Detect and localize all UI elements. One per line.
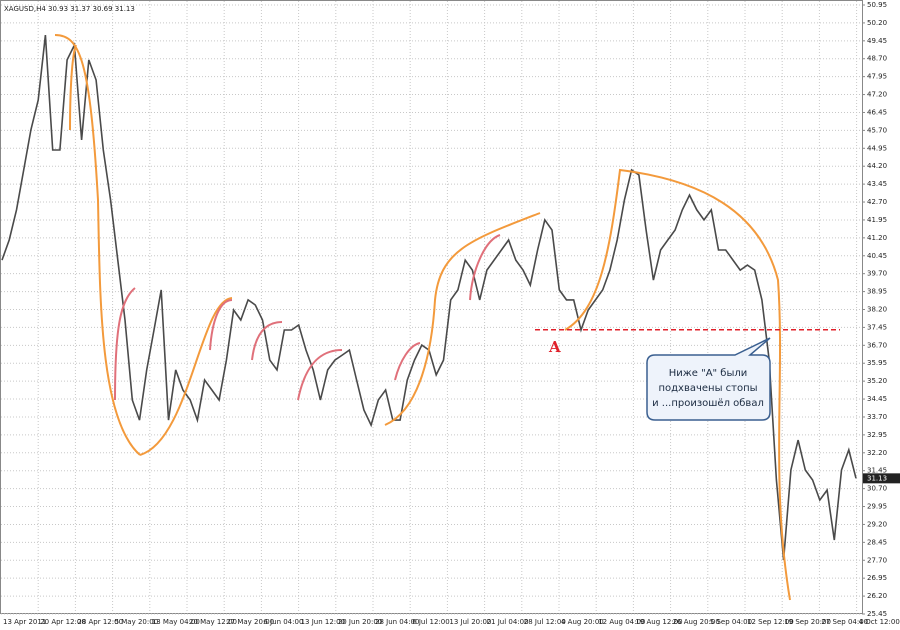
y-tick-label: 32.95 — [867, 431, 887, 439]
x-tick-label: 21 Jul 04:00 — [487, 618, 529, 626]
x-tick-label: 20 May 12:00 — [189, 618, 237, 626]
y-tick-label: 35.95 — [867, 359, 887, 367]
small-arrows — [114, 234, 501, 401]
arrow — [69, 44, 77, 131]
y-tick-label: 29.95 — [867, 503, 887, 511]
price-tag-label: 31.13 — [867, 474, 887, 482]
x-tick-label: 13 Apr 2011 — [3, 618, 46, 626]
arrow — [139, 297, 233, 456]
y-tick-label: 44.20 — [867, 162, 887, 170]
y-tick-label: 41.95 — [867, 216, 887, 224]
x-tick-label: 4 Aug 20:00 — [561, 618, 604, 626]
x-tick-label: 20 Jun 20:00 — [338, 618, 382, 626]
y-tick-label: 41.20 — [867, 234, 887, 242]
callout-box — [646, 337, 771, 421]
chart-title: XAGUSD,H4 30.93 31.37 30.69 31.13 — [4, 5, 135, 13]
trend-arrows — [54, 34, 791, 601]
arrow — [114, 287, 136, 401]
y-tick-label: 27.70 — [867, 556, 887, 564]
y-tick-label: 38.95 — [867, 288, 887, 296]
x-tick-label: 6 Jul 12:00 — [412, 618, 450, 626]
callout-text: Ниже "A" были — [669, 368, 748, 379]
y-tick-label: 45.70 — [867, 126, 887, 134]
x-tick-label: 28 Jul 12:00 — [524, 618, 566, 626]
y-tick-label: 30.70 — [867, 485, 887, 493]
y-tick-label: 40.45 — [867, 252, 887, 260]
y-tick-label: 44.95 — [867, 144, 887, 152]
x-tick-label: 13 Jun 12:00 — [301, 618, 345, 626]
y-tick-label: 50.95 — [867, 1, 887, 9]
arrow — [394, 342, 421, 381]
y-tick-label: 34.45 — [867, 395, 887, 403]
y-tick-label: 43.45 — [867, 180, 887, 188]
x-tick-label: 28 Jun 04:00 — [375, 618, 419, 626]
y-tick-label: 36.70 — [867, 341, 887, 349]
y-tick-label: 37.45 — [867, 323, 887, 331]
y-tick-label: 29.20 — [867, 520, 887, 528]
x-tick-label: 19 Sep 20:00 — [784, 618, 831, 626]
x-tick-label: 13 Jul 20:00 — [449, 618, 491, 626]
y-tick-label: 25.45 — [867, 610, 887, 618]
y-tick-label: 32.20 — [867, 449, 887, 457]
x-tick-label: 27 Sep 04:00 — [821, 618, 868, 626]
arrow — [209, 299, 233, 351]
arrow — [564, 168, 791, 601]
x-tick-label: 27 May 20:00 — [226, 618, 274, 626]
x-tick-label: 20 Apr 12:00 — [40, 618, 86, 626]
y-tick-label: 49.45 — [867, 37, 887, 45]
x-tick-label: 26 Aug 20:00 — [673, 618, 720, 626]
price-tag — [863, 473, 900, 484]
grid — [1, 1, 862, 615]
y-tick-label: 31.45 — [867, 467, 887, 475]
x-tick-label: 5 Sep 04:00 — [710, 618, 752, 626]
y-tick-label: 47.95 — [867, 73, 887, 81]
arrow — [297, 349, 343, 401]
plot-frame — [0, 0, 863, 614]
callout-text: подхвачены стопы — [658, 383, 757, 394]
y-tick-label: 26.95 — [867, 574, 887, 582]
callout: Ниже "A" были подхвачены стопы и ...произо… — [646, 337, 771, 421]
level-label: A — [548, 338, 561, 356]
y-tick-label: 28.45 — [867, 538, 887, 546]
x-tick-label: 6 Jun 04:00 — [263, 618, 303, 626]
y-tick-label: 35.20 — [867, 377, 887, 385]
y-tick-label: 38.20 — [867, 306, 887, 314]
x-tick-label: 12 Aug 04:00 — [598, 618, 645, 626]
y-tick-label: 48.70 — [867, 55, 887, 63]
x-tick-label: 5 May 20:00 — [115, 618, 159, 626]
x-tick-label: 28 Apr 12:00 — [77, 618, 123, 626]
x-tick-label: 4 Oct 12:00 — [859, 618, 900, 626]
y-tick-label: 33.70 — [867, 413, 887, 421]
arrow — [384, 212, 541, 426]
arrow — [469, 234, 501, 301]
arrow — [251, 321, 283, 361]
y-tick-label: 50.20 — [867, 19, 887, 27]
y-tick-label: 42.70 — [867, 198, 887, 206]
y-tick-label: 39.70 — [867, 270, 887, 278]
y-tick-label: 47.20 — [867, 91, 887, 99]
y-tick-label: 46.45 — [867, 108, 887, 116]
callout-text: и ...произошёл обвал — [652, 398, 764, 409]
y-tick-label: 26.20 — [867, 592, 887, 600]
x-tick-label: 13 May 04:00 — [152, 618, 200, 626]
x-tick-label: 12 Sep 12:00 — [747, 618, 794, 626]
x-tick-label: 19 Aug 12:00 — [635, 618, 682, 626]
